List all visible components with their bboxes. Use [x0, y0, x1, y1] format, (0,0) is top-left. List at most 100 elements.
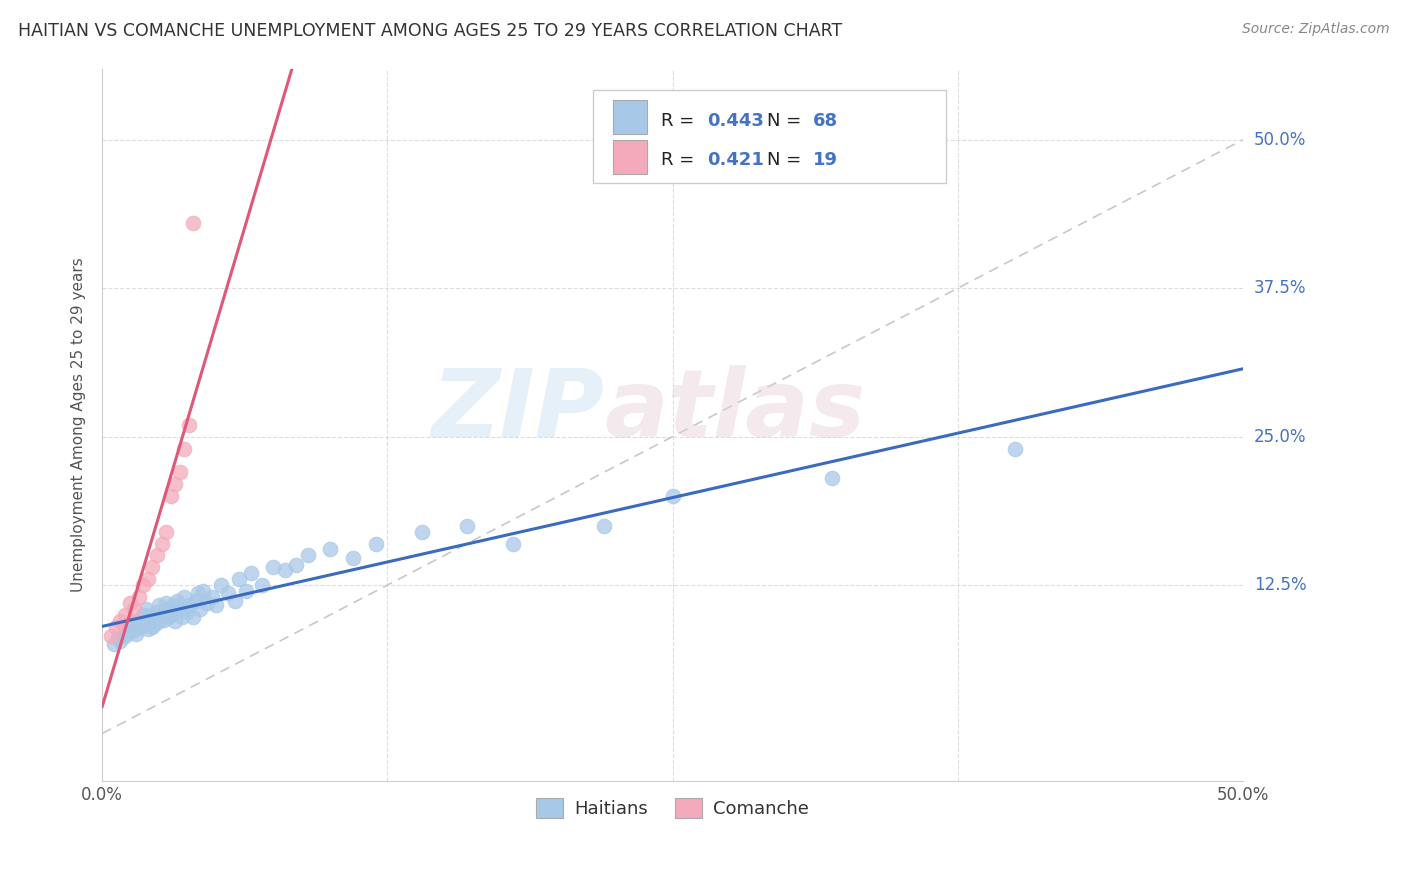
- Point: [159, 489, 181, 503]
- Point: [141, 610, 163, 624]
- Point: [132, 607, 155, 622]
- Text: N =: N =: [768, 112, 807, 130]
- Point: [159, 607, 181, 622]
- Text: ZIP: ZIP: [432, 365, 605, 457]
- Point: [183, 610, 205, 624]
- Point: [183, 216, 205, 230]
- Point: [239, 566, 262, 581]
- Point: [125, 614, 148, 628]
- FancyBboxPatch shape: [613, 140, 647, 174]
- Text: R =: R =: [661, 151, 700, 169]
- Point: [150, 607, 173, 622]
- Text: 37.5%: 37.5%: [1254, 279, 1306, 297]
- Point: [502, 536, 524, 550]
- Point: [104, 619, 127, 633]
- Point: [139, 607, 162, 622]
- Point: [319, 542, 342, 557]
- Point: [250, 578, 273, 592]
- Text: 25.0%: 25.0%: [1254, 427, 1306, 446]
- Point: [118, 622, 141, 636]
- Point: [136, 614, 159, 628]
- Text: atlas: atlas: [605, 365, 865, 457]
- Text: HAITIAN VS COMANCHE UNEMPLOYMENT AMONG AGES 25 TO 29 YEARS CORRELATION CHART: HAITIAN VS COMANCHE UNEMPLOYMENT AMONG A…: [18, 22, 842, 40]
- Point: [143, 617, 166, 632]
- Point: [274, 563, 297, 577]
- Point: [146, 549, 169, 563]
- Point: [169, 602, 191, 616]
- Point: [136, 572, 159, 586]
- Point: [184, 593, 207, 607]
- Point: [201, 590, 224, 604]
- Point: [100, 629, 122, 643]
- Point: [155, 596, 177, 610]
- Point: [153, 613, 176, 627]
- Text: 0.443: 0.443: [707, 112, 763, 130]
- Text: 68: 68: [813, 112, 838, 130]
- Point: [177, 599, 200, 613]
- Point: [187, 586, 209, 600]
- Point: [122, 617, 145, 632]
- Point: [285, 558, 308, 572]
- Point: [593, 518, 616, 533]
- Point: [107, 632, 129, 646]
- Point: [155, 602, 177, 616]
- Point: [141, 560, 163, 574]
- Point: [173, 442, 195, 456]
- Point: [224, 593, 246, 607]
- Point: [117, 625, 139, 640]
- Point: [364, 536, 387, 550]
- Point: [170, 610, 193, 624]
- Point: [342, 550, 364, 565]
- FancyBboxPatch shape: [593, 90, 946, 183]
- Point: [165, 614, 187, 628]
- Point: [118, 596, 141, 610]
- Point: [157, 610, 180, 624]
- Text: N =: N =: [768, 151, 807, 169]
- Point: [141, 619, 163, 633]
- Text: 12.5%: 12.5%: [1254, 576, 1306, 594]
- Point: [456, 518, 478, 533]
- Point: [148, 599, 170, 613]
- Text: 0.421: 0.421: [707, 151, 763, 169]
- Point: [150, 536, 173, 550]
- Point: [191, 584, 214, 599]
- Point: [114, 629, 136, 643]
- Point: [235, 584, 257, 599]
- Point: [262, 560, 284, 574]
- FancyBboxPatch shape: [613, 100, 647, 135]
- Point: [1004, 442, 1026, 456]
- Point: [217, 586, 239, 600]
- Point: [128, 590, 150, 604]
- Text: 50.0%: 50.0%: [1254, 131, 1306, 149]
- Point: [165, 477, 187, 491]
- Point: [162, 599, 184, 613]
- Point: [114, 607, 136, 622]
- Point: [195, 596, 218, 610]
- Point: [128, 621, 150, 635]
- Point: [155, 524, 177, 539]
- Point: [129, 616, 152, 631]
- Point: [125, 626, 148, 640]
- Point: [136, 622, 159, 636]
- Point: [132, 578, 155, 592]
- Point: [661, 489, 683, 503]
- Text: 19: 19: [813, 151, 838, 169]
- Legend: Haitians, Comanche: Haitians, Comanche: [529, 791, 815, 825]
- Point: [205, 599, 228, 613]
- Y-axis label: Unemployment Among Ages 25 to 29 years: Unemployment Among Ages 25 to 29 years: [72, 258, 86, 592]
- Point: [166, 593, 188, 607]
- Point: [173, 590, 195, 604]
- Point: [121, 624, 143, 639]
- Point: [110, 633, 132, 648]
- Point: [228, 572, 250, 586]
- Text: Source: ZipAtlas.com: Source: ZipAtlas.com: [1241, 22, 1389, 37]
- Point: [177, 417, 200, 432]
- Point: [146, 606, 169, 620]
- Point: [135, 602, 157, 616]
- Point: [110, 614, 132, 628]
- Point: [103, 637, 125, 651]
- Point: [297, 549, 319, 563]
- Point: [176, 606, 198, 620]
- Text: R =: R =: [661, 112, 700, 130]
- Point: [122, 602, 145, 616]
